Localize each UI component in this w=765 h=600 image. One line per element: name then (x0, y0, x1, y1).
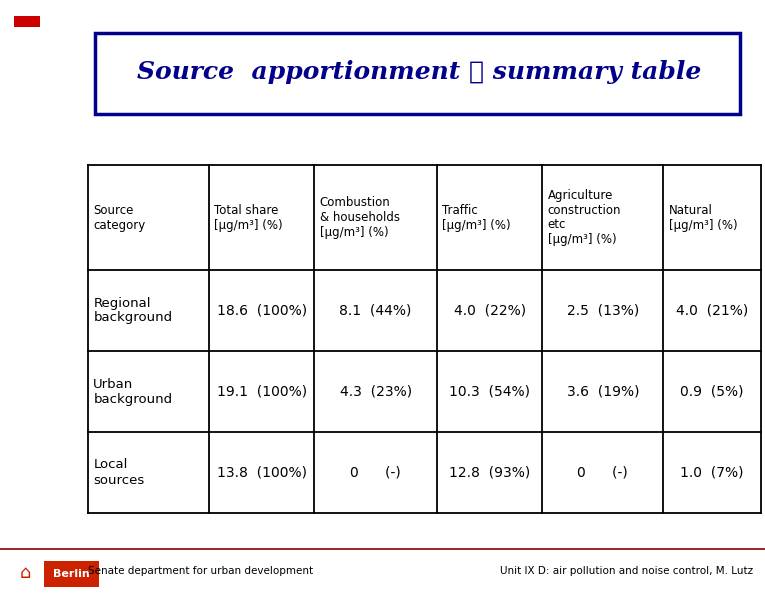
Text: Traffic
[μg/m³] (%): Traffic [μg/m³] (%) (442, 203, 511, 232)
Text: 0      (-): 0 (-) (350, 466, 401, 479)
Text: Source  apportionment ☛ summary table: Source apportionment ☛ summary table (137, 59, 701, 83)
Text: Unit IX D: air pollution and noise control, M. Lutz: Unit IX D: air pollution and noise contr… (500, 566, 754, 576)
Text: 4.0  (21%): 4.0 (21%) (676, 304, 748, 317)
Text: 18.6  (100%): 18.6 (100%) (216, 304, 307, 317)
Text: 0      (-): 0 (-) (578, 466, 628, 479)
Text: 12.8  (93%): 12.8 (93%) (449, 466, 530, 479)
FancyBboxPatch shape (95, 33, 740, 115)
Text: 2.5  (13%): 2.5 (13%) (567, 304, 639, 317)
Text: Total share
[μg/m³] (%): Total share [μg/m³] (%) (214, 203, 283, 232)
Text: Senate department for urban development: Senate department for urban development (88, 566, 313, 576)
Text: ⌂: ⌂ (20, 564, 31, 582)
Text: 8.1  (44%): 8.1 (44%) (340, 304, 412, 317)
Text: 1.0  (7%): 1.0 (7%) (680, 466, 744, 479)
Text: 13.8  (100%): 13.8 (100%) (216, 466, 307, 479)
Text: 4.3  (23%): 4.3 (23%) (340, 385, 412, 398)
Text: Urban
background: Urban background (93, 377, 172, 406)
Text: 4.0  (22%): 4.0 (22%) (454, 304, 526, 317)
Text: Source
category: Source category (93, 203, 145, 232)
Text: Regional
background: Regional background (93, 296, 172, 325)
Text: 3.6  (19%): 3.6 (19%) (567, 385, 639, 398)
Text: 0.9  (5%): 0.9 (5%) (680, 385, 744, 398)
Text: Natural
[μg/m³] (%): Natural [μg/m³] (%) (669, 203, 737, 232)
Text: Berlin: Berlin (53, 569, 90, 578)
Text: 19.1  (100%): 19.1 (100%) (216, 385, 307, 398)
FancyBboxPatch shape (44, 560, 99, 587)
Text: Agriculture
construction
etc
[μg/m³] (%): Agriculture construction etc [μg/m³] (%) (548, 188, 621, 247)
Text: Local
sources: Local sources (93, 458, 145, 487)
Text: 10.3  (54%): 10.3 (54%) (449, 385, 530, 398)
Text: Combustion
& households
[μg/m³] (%): Combustion & households [μg/m³] (%) (320, 196, 400, 239)
